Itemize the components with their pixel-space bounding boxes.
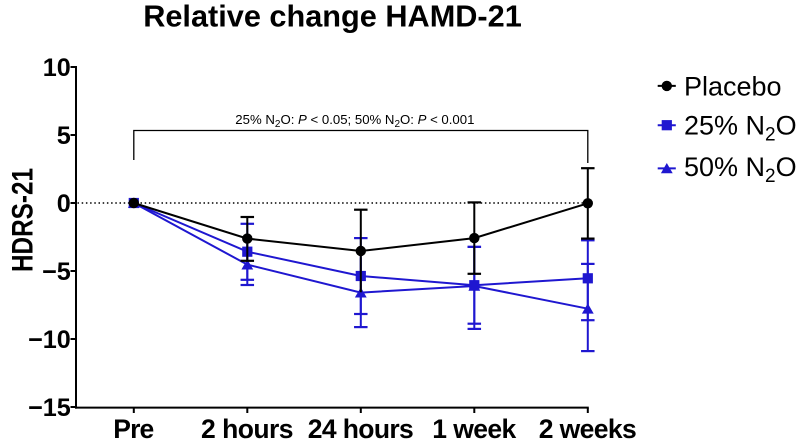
svg-text:HDRS-21: HDRS-21 (7, 168, 40, 272)
svg-text:−10: −10 (28, 326, 71, 354)
svg-text:0: 0 (57, 190, 71, 218)
svg-text:−5: −5 (42, 258, 71, 286)
svg-text:5: 5 (57, 122, 71, 150)
svg-text:25% N2O: P < 0.05; 50% N2O: P: 25% N2O: P < 0.05; 50% N2O: P < 0.001 (235, 112, 474, 130)
svg-text:Pre: Pre (113, 414, 154, 441)
svg-text:−15: −15 (28, 394, 71, 422)
svg-text:Placebo: Placebo (684, 71, 782, 101)
svg-text:2 hours: 2 hours (201, 414, 293, 441)
svg-text:Relative change HAMD-21: Relative change HAMD-21 (143, 0, 522, 34)
svg-text:2 weeks: 2 weeks (539, 414, 637, 441)
svg-text:1 week: 1 week (432, 414, 516, 441)
svg-text:25% N2O: 25% N2O (684, 111, 797, 146)
svg-text:24 hours: 24 hours (308, 414, 414, 441)
svg-text:10: 10 (43, 54, 71, 82)
svg-text:50% N2O: 50% N2O (684, 152, 797, 187)
